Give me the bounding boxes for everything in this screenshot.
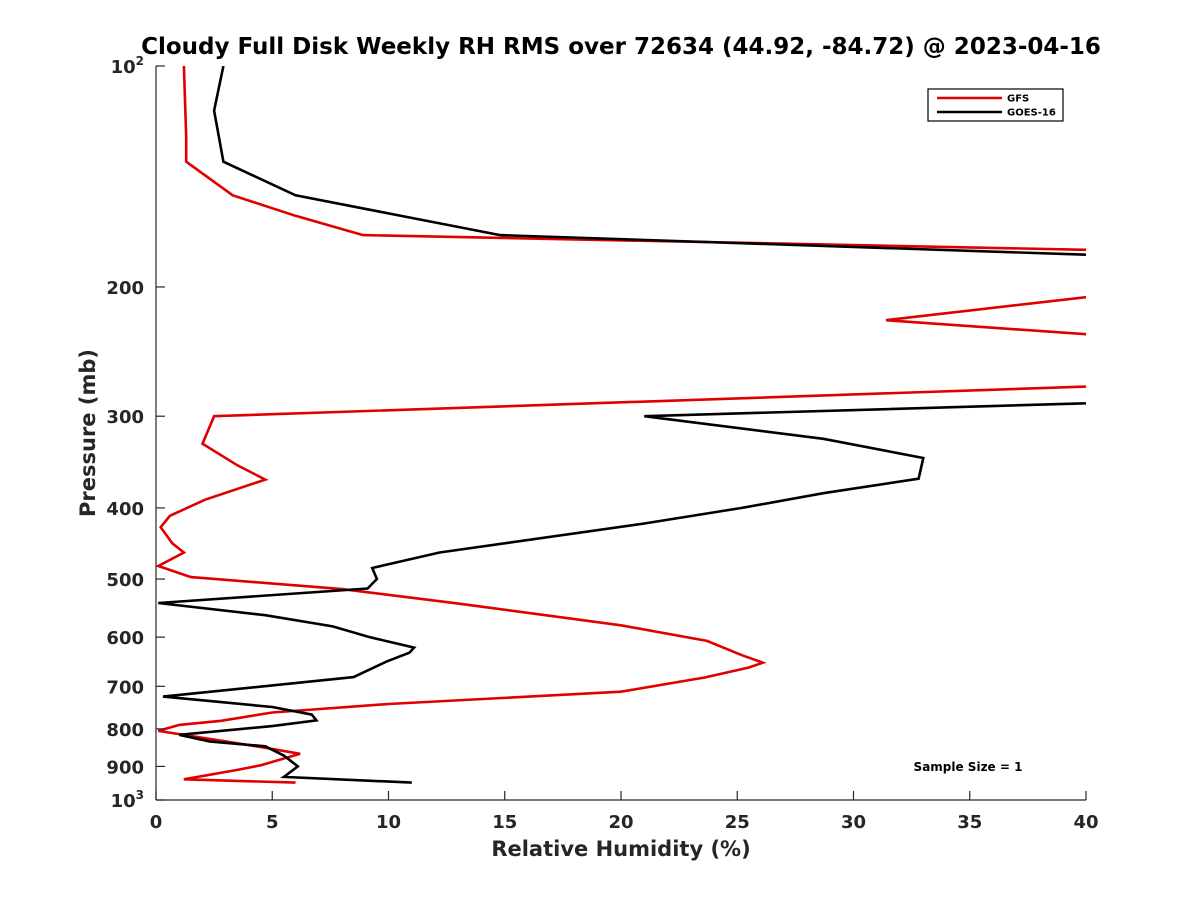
x-tick-label: 25	[725, 812, 750, 833]
y-tick-label: 400	[106, 499, 144, 520]
x-tick-label: 5	[266, 812, 279, 833]
plot-area	[156, 66, 1086, 800]
y-tick-label-power: 103	[111, 788, 144, 812]
y-tick-label: 300	[106, 407, 144, 428]
y-axis-label: Pressure (mb)	[76, 349, 100, 517]
y-tick-label-power: 102	[111, 54, 144, 78]
x-axis-label: Relative Humidity (%)	[491, 837, 750, 861]
x-tick-label: 15	[492, 812, 517, 833]
x-tick-label: 20	[608, 812, 633, 833]
y-tick-label: 800	[106, 720, 144, 741]
x-tick-label: 0	[150, 812, 163, 833]
chart-title: Cloudy Full Disk Weekly RH RMS over 7263…	[141, 34, 1101, 60]
series-line-gfs	[156, 66, 1086, 784]
legend-label-goes-16: GOES-16	[1007, 108, 1056, 119]
ticks-layer: 0 5 10 15 20 25 30 35 40 200 300 400 500 600 700 800 900…	[106, 54, 1098, 833]
y-tick-label: 700	[106, 677, 144, 698]
series-line-goes-16	[158, 66, 1086, 784]
y-tick-label: 600	[106, 628, 144, 649]
legend-label-gfs: GFS	[1007, 94, 1029, 105]
legend: GFS GOES-16	[927, 88, 1064, 122]
y-tick-label: 900	[106, 757, 144, 778]
y-tick-label: 500	[106, 570, 144, 591]
y-tick-label: 200	[106, 278, 144, 299]
x-tick-label: 10	[376, 812, 401, 833]
legend-box	[927, 88, 1064, 122]
series-layer	[156, 66, 1086, 784]
x-tick-label: 40	[1073, 812, 1098, 833]
x-tick-label: 35	[957, 812, 982, 833]
x-tick-label: 30	[841, 812, 866, 833]
sample-size-note: Sample Size = 1	[914, 760, 1023, 774]
